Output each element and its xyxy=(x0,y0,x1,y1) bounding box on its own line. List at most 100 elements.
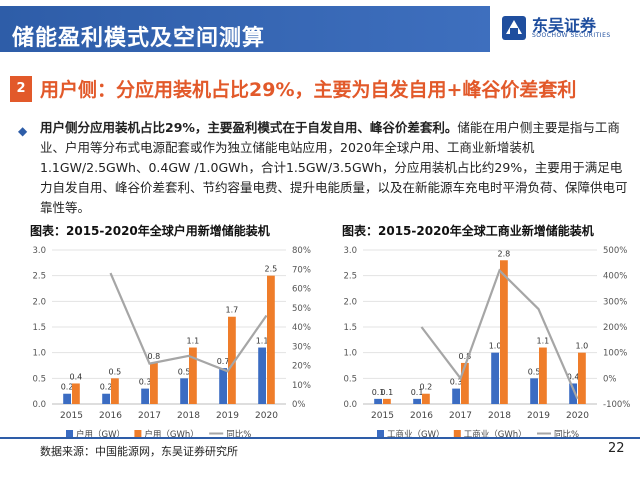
chart1-data-label: 1.7 xyxy=(226,306,239,315)
chart1-y2-tick-label: 30% xyxy=(292,342,311,352)
chart2-bar-gwh xyxy=(539,347,547,404)
section-heading: 2 用户侧：分应用装机占比29%，主要为自发自用+峰谷价差套利 xyxy=(10,72,630,106)
chart2-legend-label: 同比% xyxy=(554,429,579,440)
chart1-bar-gw xyxy=(219,368,227,404)
chart1-y-tick-label: 0.5 xyxy=(32,374,46,384)
chart1-y2-tick-label: 50% xyxy=(292,304,311,314)
chart2-x-tick-label: 2019 xyxy=(527,411,550,421)
logo-name: 东吴证券 xyxy=(532,16,597,35)
chart2-bar-gwh xyxy=(422,393,430,404)
chart2-x-tick-label: 2018 xyxy=(488,411,511,421)
chart2-data-label: 0.5 xyxy=(528,367,541,376)
chart1-bar-gwh xyxy=(228,316,236,404)
footer-divider xyxy=(0,437,640,439)
chart2-data-label: 0.2 xyxy=(420,383,433,392)
chart2-legend-label: 工商业（GW） xyxy=(387,429,445,440)
chart1-data-label: 0.3 xyxy=(139,378,152,387)
chart2-y2-tick-label: 200% xyxy=(603,323,627,333)
chart1-bar-gw xyxy=(258,347,266,404)
chart2-data-label: 0.4 xyxy=(567,372,580,381)
chart2-bar-gwh xyxy=(461,362,469,404)
title-banner: 储能盈利模式及空间测算 xyxy=(0,6,490,52)
chart1-legend-label: 户用（GW） xyxy=(76,429,125,440)
chart1-data-label: 0.7 xyxy=(217,357,230,366)
chart2-y-tick-label: 0.5 xyxy=(343,374,357,384)
chart2-legend-label: 工商业（GWh） xyxy=(464,429,527,440)
chart1-y-tick-label: 1.0 xyxy=(32,349,46,359)
chart1-bar-gwh xyxy=(189,347,197,404)
chart1-data-label: 0.5 xyxy=(109,367,122,376)
chart2-bar-gw xyxy=(530,378,538,404)
chart2-legend-swatch xyxy=(377,430,384,437)
chart2-data-label: 0.1 xyxy=(411,388,424,397)
chart2-data-label: 1.0 xyxy=(576,342,589,351)
chart1-bar-gw xyxy=(141,388,149,404)
page-title: 储能盈利模式及空间测算 xyxy=(12,26,266,51)
chart-2-commercial: 0.0 0.5 1.0 1.5 2.0 2.5 3.0 -100% 0% 100% 200% 300%… xyxy=(343,246,630,440)
company-logo: 东吴证券 SOOCHOW SECURITIES xyxy=(500,12,635,48)
chart2-bar-gwh xyxy=(500,260,508,404)
chart1-y2-tick-label: 40% xyxy=(292,323,311,333)
chart2-y2-tick-label: 0% xyxy=(603,374,617,384)
chart2-y-tick-label: 3.0 xyxy=(343,246,357,256)
chart1-legend-swatch xyxy=(134,430,142,437)
section-number-badge: 2 xyxy=(10,76,32,102)
slide-header: 储能盈利模式及空间测算 东吴证券 SOOCHOW SECURITIES xyxy=(0,0,640,54)
chart1-data-label: 0.4 xyxy=(70,372,83,381)
chart2-data-label: 0.1 xyxy=(372,388,385,397)
chart1-bar-gw xyxy=(63,393,71,404)
diamond-bullet-icon: ◆ xyxy=(18,124,28,138)
chart1-x-tick-label: 2018 xyxy=(177,411,200,421)
chart1-y-tick-label: 2.0 xyxy=(32,297,46,307)
chart1-y2-tick-label: 80% xyxy=(292,246,311,256)
chart2-y2-tick-label: -100% xyxy=(603,400,630,410)
chart1-legend-label: 户用（GWh） xyxy=(144,429,198,440)
chart1-y2-tick-label: 70% xyxy=(292,265,311,275)
chart2-data-label: 1.1 xyxy=(537,337,550,346)
chart1-data-label: 1.1 xyxy=(256,337,269,346)
logo-mark-icon xyxy=(502,16,526,40)
chart1-y-tick-label: 2.5 xyxy=(32,272,46,282)
chart1-x-tick-label: 2015 xyxy=(60,411,83,421)
bullet-lead: 用户侧分应用装机占比29%，主要盈利模式在于自发自用、峰谷价差套利。 xyxy=(40,120,458,135)
chart1-data-label: 2.5 xyxy=(265,265,278,274)
chart2-bar-gw xyxy=(452,388,460,404)
chart2-x-tick-label: 2017 xyxy=(449,411,472,421)
chart-1-title: 图表：2015-2020年全球户用新增储能装机 xyxy=(30,224,270,238)
chart1-y-tick-label: 3.0 xyxy=(32,246,46,256)
chart1-y-tick-label: 1.5 xyxy=(32,323,46,333)
data-source-note: 数据来源：中国能源网，东吴证券研究所 xyxy=(40,445,238,458)
logo-english-name: SOOCHOW SECURITIES xyxy=(532,32,611,39)
chart1-x-tick-label: 2020 xyxy=(255,411,278,421)
chart1-y2-tick-label: 0% xyxy=(292,400,306,410)
chart2-data-label: 0.8 xyxy=(459,352,472,361)
chart2-y-tick-label: 1.0 xyxy=(343,349,357,359)
chart2-x-tick-label: 2016 xyxy=(410,411,433,421)
page-number: 22 xyxy=(608,441,625,456)
chart2-data-label: 0.3 xyxy=(450,378,463,387)
chart2-y2-tick-label: 100% xyxy=(603,349,627,359)
chart1-x-tick-label: 2017 xyxy=(138,411,161,421)
chart1-legend-label: 同比% xyxy=(226,429,251,440)
chart2-data-label: 2.8 xyxy=(498,249,511,258)
chart1-x-tick-label: 2016 xyxy=(99,411,122,421)
chart2-x-tick-label: 2020 xyxy=(566,411,589,421)
chart1-data-label: 1.1 xyxy=(187,337,200,346)
chart2-bar-gwh xyxy=(383,398,391,404)
chart1-bar-gwh xyxy=(150,362,158,404)
chart1-data-label: 0.5 xyxy=(178,367,191,376)
chart1-y-tick-label: 0.0 xyxy=(32,400,46,410)
chart2-bar-gwh xyxy=(578,352,586,404)
chart2-y2-tick-label: 300% xyxy=(603,297,627,307)
chart-1-residential: 0.0 0.5 1.0 1.5 2.0 2.5 3.0 0% 10% 20% 30% 40% 50% 60… xyxy=(32,246,311,440)
bullet-body: 储能在用户侧主要是指与工商业、户用等分布式电源配套或作为独立储能电站应用，202… xyxy=(40,120,628,215)
section-title: 用户侧：分应用装机占比29%，主要为自发自用+峰谷价差套利 xyxy=(40,79,577,101)
chart2-y-tick-label: 2.5 xyxy=(343,272,357,282)
chart2-bar-gw xyxy=(491,352,499,404)
chart2-x-tick-label: 2015 xyxy=(371,411,394,421)
chart2-y2-tick-label: 500% xyxy=(603,246,627,256)
chart1-y2-tick-label: 60% xyxy=(292,285,311,295)
chart-2-title: 图表：2015-2020年全球工商业新增储能装机 xyxy=(342,224,594,238)
chart1-bar-gw xyxy=(102,393,110,404)
chart2-y-tick-label: 1.5 xyxy=(343,323,357,333)
